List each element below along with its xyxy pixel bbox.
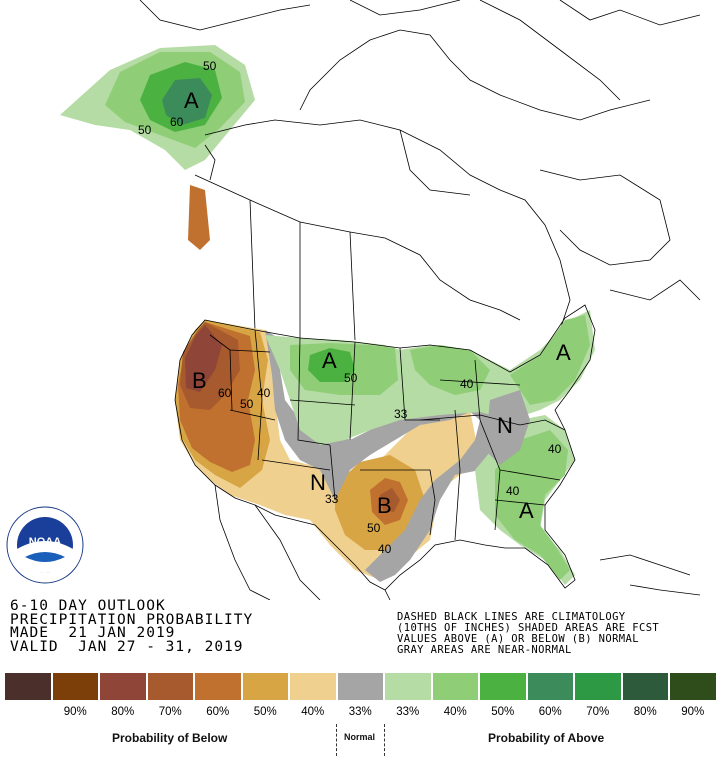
- noaa-logo: NOAA: [6, 506, 84, 584]
- legend-swatch: [4, 672, 52, 701]
- legend-swatch: [574, 672, 622, 701]
- west-60-label: 60: [218, 386, 232, 400]
- legend-swatch: [99, 672, 147, 701]
- lakes-40-label: 40: [460, 377, 474, 391]
- title-line4: VALID JAN 27 - 31, 2019: [10, 638, 244, 655]
- alaska-above-70: [162, 78, 212, 125]
- texas-40-label: 40: [378, 542, 392, 556]
- legend-swatch: [384, 672, 432, 701]
- title-line2: PRECIPITATION PROBABILITY: [10, 611, 254, 628]
- texas-50-label: 50: [367, 521, 381, 535]
- legend-swatch: [526, 672, 574, 701]
- title-line1: 6-10 DAY OUTLOOK: [10, 598, 166, 614]
- note-line2: (10THS OF INCHES) SHADED AREAS ARE FCST: [397, 622, 660, 634]
- legend-normal-title: Normal: [344, 732, 376, 742]
- canada-outlines: [139, 0, 701, 341]
- legend-label: 70%: [586, 706, 610, 718]
- title-line3: MADE 21 JAN 2019: [10, 625, 176, 641]
- alaska-A-label: A: [184, 88, 199, 113]
- normal-divider-left: [336, 724, 337, 756]
- note-line4: GRAY AREAS ARE NEAR-NORMAL: [397, 644, 572, 656]
- east-N-label: N: [497, 413, 513, 438]
- alaska-50b-label: 50: [138, 123, 152, 137]
- legend-label: 50%: [253, 706, 277, 718]
- legend-swatch: [669, 672, 717, 701]
- legend-above-title: Probability of Above: [488, 731, 605, 745]
- legend-below-title: Probability of Below: [112, 731, 228, 745]
- title-block: 6-10 DAY OUTLOOK PRECIPITATION PROBABILI…: [10, 598, 254, 655]
- alaska-50a-label: 50: [203, 59, 217, 73]
- legend-swatch: [51, 672, 99, 701]
- plains-50-label: 50: [344, 371, 358, 385]
- legend-label: 50%: [491, 706, 515, 718]
- noaa-logo-text: NOAA: [29, 536, 61, 548]
- ne-above-50: [510, 315, 590, 405]
- legend-label: 80%: [633, 706, 657, 718]
- ne-A-label: A: [556, 340, 571, 365]
- legend-swatch: [194, 672, 242, 701]
- legend-label: 90%: [681, 706, 705, 718]
- west-50-label: 50: [240, 397, 254, 411]
- pnw-coast-below: [188, 185, 210, 250]
- legend-label: 80%: [111, 706, 135, 718]
- legend-swatch: [479, 672, 527, 701]
- legend-swatch: [241, 672, 289, 701]
- se-A-label: A: [519, 498, 534, 523]
- legend-label: 60%: [206, 706, 230, 718]
- alaska-60-label: 60: [170, 115, 184, 129]
- sw-33-label: 33: [325, 492, 339, 506]
- east-normal: [485, 390, 530, 465]
- legend-swatch: [431, 672, 479, 701]
- west-below-70: [185, 325, 222, 392]
- legend-swatch: [289, 672, 337, 701]
- sw-N-label: N: [310, 470, 326, 495]
- texas-below-60: [380, 488, 400, 512]
- legend-color-bar: [4, 672, 717, 701]
- west-40-label: 40: [257, 386, 271, 400]
- legend-label: 40%: [443, 706, 467, 718]
- note-line1: DASHED BLACK LINES ARE CLIMATOLOGY: [397, 611, 626, 623]
- se-40b-label: 40: [506, 484, 520, 498]
- mw-33-label: 33: [394, 407, 408, 421]
- legend-swatch: [336, 672, 384, 701]
- central-normal: [265, 330, 530, 582]
- legend-labels: 90% 80% 70% 60% 50% 40% 33% 33% 40% 50% 60% 70% 80% 9…: [4, 706, 717, 718]
- se-above-50: [495, 430, 570, 580]
- se-40a-label: 40: [548, 442, 562, 456]
- lakes-above-50: [410, 345, 490, 395]
- legend-swatch: [146, 672, 194, 701]
- legend-label: 70%: [158, 706, 182, 718]
- note-line3: VALUES ABOVE (A) OR BELOW (B) NORMAL: [397, 633, 639, 645]
- legend-label: 60%: [538, 706, 562, 718]
- normal-divider-right: [384, 724, 385, 756]
- legend-label: 40%: [301, 706, 325, 718]
- legend-label: 33%: [348, 706, 372, 718]
- legend-swatch: [621, 672, 669, 701]
- west-B-label: B: [192, 368, 207, 393]
- legend-label: 33%: [396, 706, 420, 718]
- plains-above-60: [308, 348, 355, 382]
- mexico-outlines: [214, 484, 701, 600]
- texas-B-label: B: [377, 493, 392, 518]
- us-outlines: [174, 304, 596, 591]
- plains-A-label: A: [322, 348, 337, 373]
- legend-label-spacer: [4, 706, 52, 718]
- legend-label: 90%: [63, 706, 87, 718]
- notes-block: DASHED BLACK LINES ARE CLIMATOLOGY (10TH…: [397, 612, 659, 656]
- outlook-map: A 60 50 50 B 60 50 40 A 50 B 50 40 N 33 …: [60, 0, 701, 600]
